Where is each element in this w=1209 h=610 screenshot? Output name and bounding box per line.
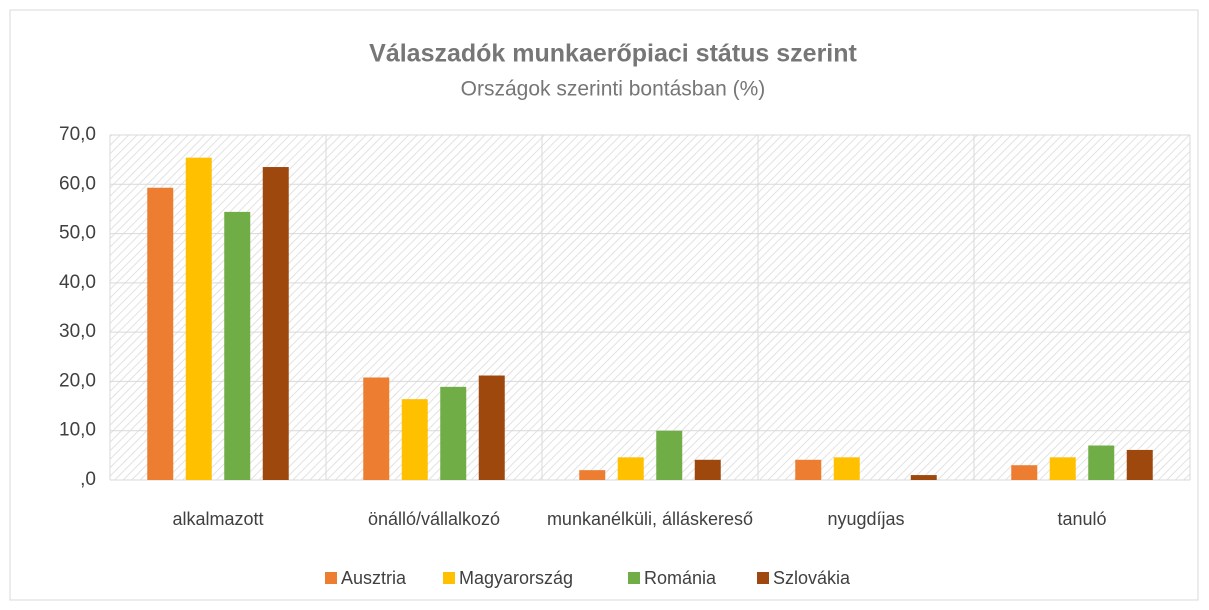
- chart-subtitle: Országok szerinti bontásban (%): [461, 78, 766, 101]
- x-tick-label: tanuló: [1057, 509, 1106, 529]
- bar: [795, 459, 822, 480]
- bar: [910, 475, 937, 480]
- y-tick-label: ,0: [80, 469, 96, 490]
- legend-label: Magyarország: [459, 568, 573, 588]
- y-tick-label: 20,0: [59, 370, 96, 391]
- y-tick-label: 70,0: [59, 124, 96, 145]
- bar: [185, 157, 212, 480]
- bar: [694, 459, 721, 480]
- bar: [1011, 465, 1038, 480]
- chart-title: Válaszadók munkaerőpiaci státus szerint: [369, 40, 857, 68]
- legend-label: Ausztria: [341, 568, 407, 588]
- plot-area: [110, 135, 1190, 480]
- legend-swatch: [757, 572, 769, 584]
- bar: [363, 377, 390, 480]
- bar: [147, 187, 174, 480]
- legend-swatch: [628, 572, 640, 584]
- y-tick-label: 50,0: [59, 223, 96, 244]
- x-tick-label: munkanélküli, álláskereső: [547, 509, 753, 529]
- bar: [440, 386, 467, 480]
- x-tick-label: önálló/vállalkozó: [368, 509, 500, 529]
- bar: [617, 457, 644, 480]
- y-tick-label: 30,0: [59, 321, 96, 342]
- legend-swatch: [325, 572, 337, 584]
- bar: [401, 399, 428, 480]
- bar: [656, 430, 683, 480]
- bar: [224, 211, 251, 480]
- bar: [1088, 445, 1115, 480]
- x-tick-label: alkalmazott: [172, 509, 263, 529]
- bar: [579, 470, 606, 480]
- legend-label: Szlovákia: [773, 568, 851, 588]
- bar: [1126, 449, 1153, 480]
- y-tick-label: 40,0: [59, 272, 96, 293]
- legend-swatch: [443, 572, 455, 584]
- bar: [262, 167, 289, 481]
- bar: [478, 375, 505, 480]
- bar: [833, 457, 860, 480]
- y-tick-label: 60,0: [59, 173, 96, 194]
- bar: [1049, 457, 1076, 480]
- y-tick-label: 10,0: [59, 420, 96, 441]
- x-tick-label: nyugdíjas: [827, 509, 904, 529]
- legend-label: Románia: [644, 568, 717, 588]
